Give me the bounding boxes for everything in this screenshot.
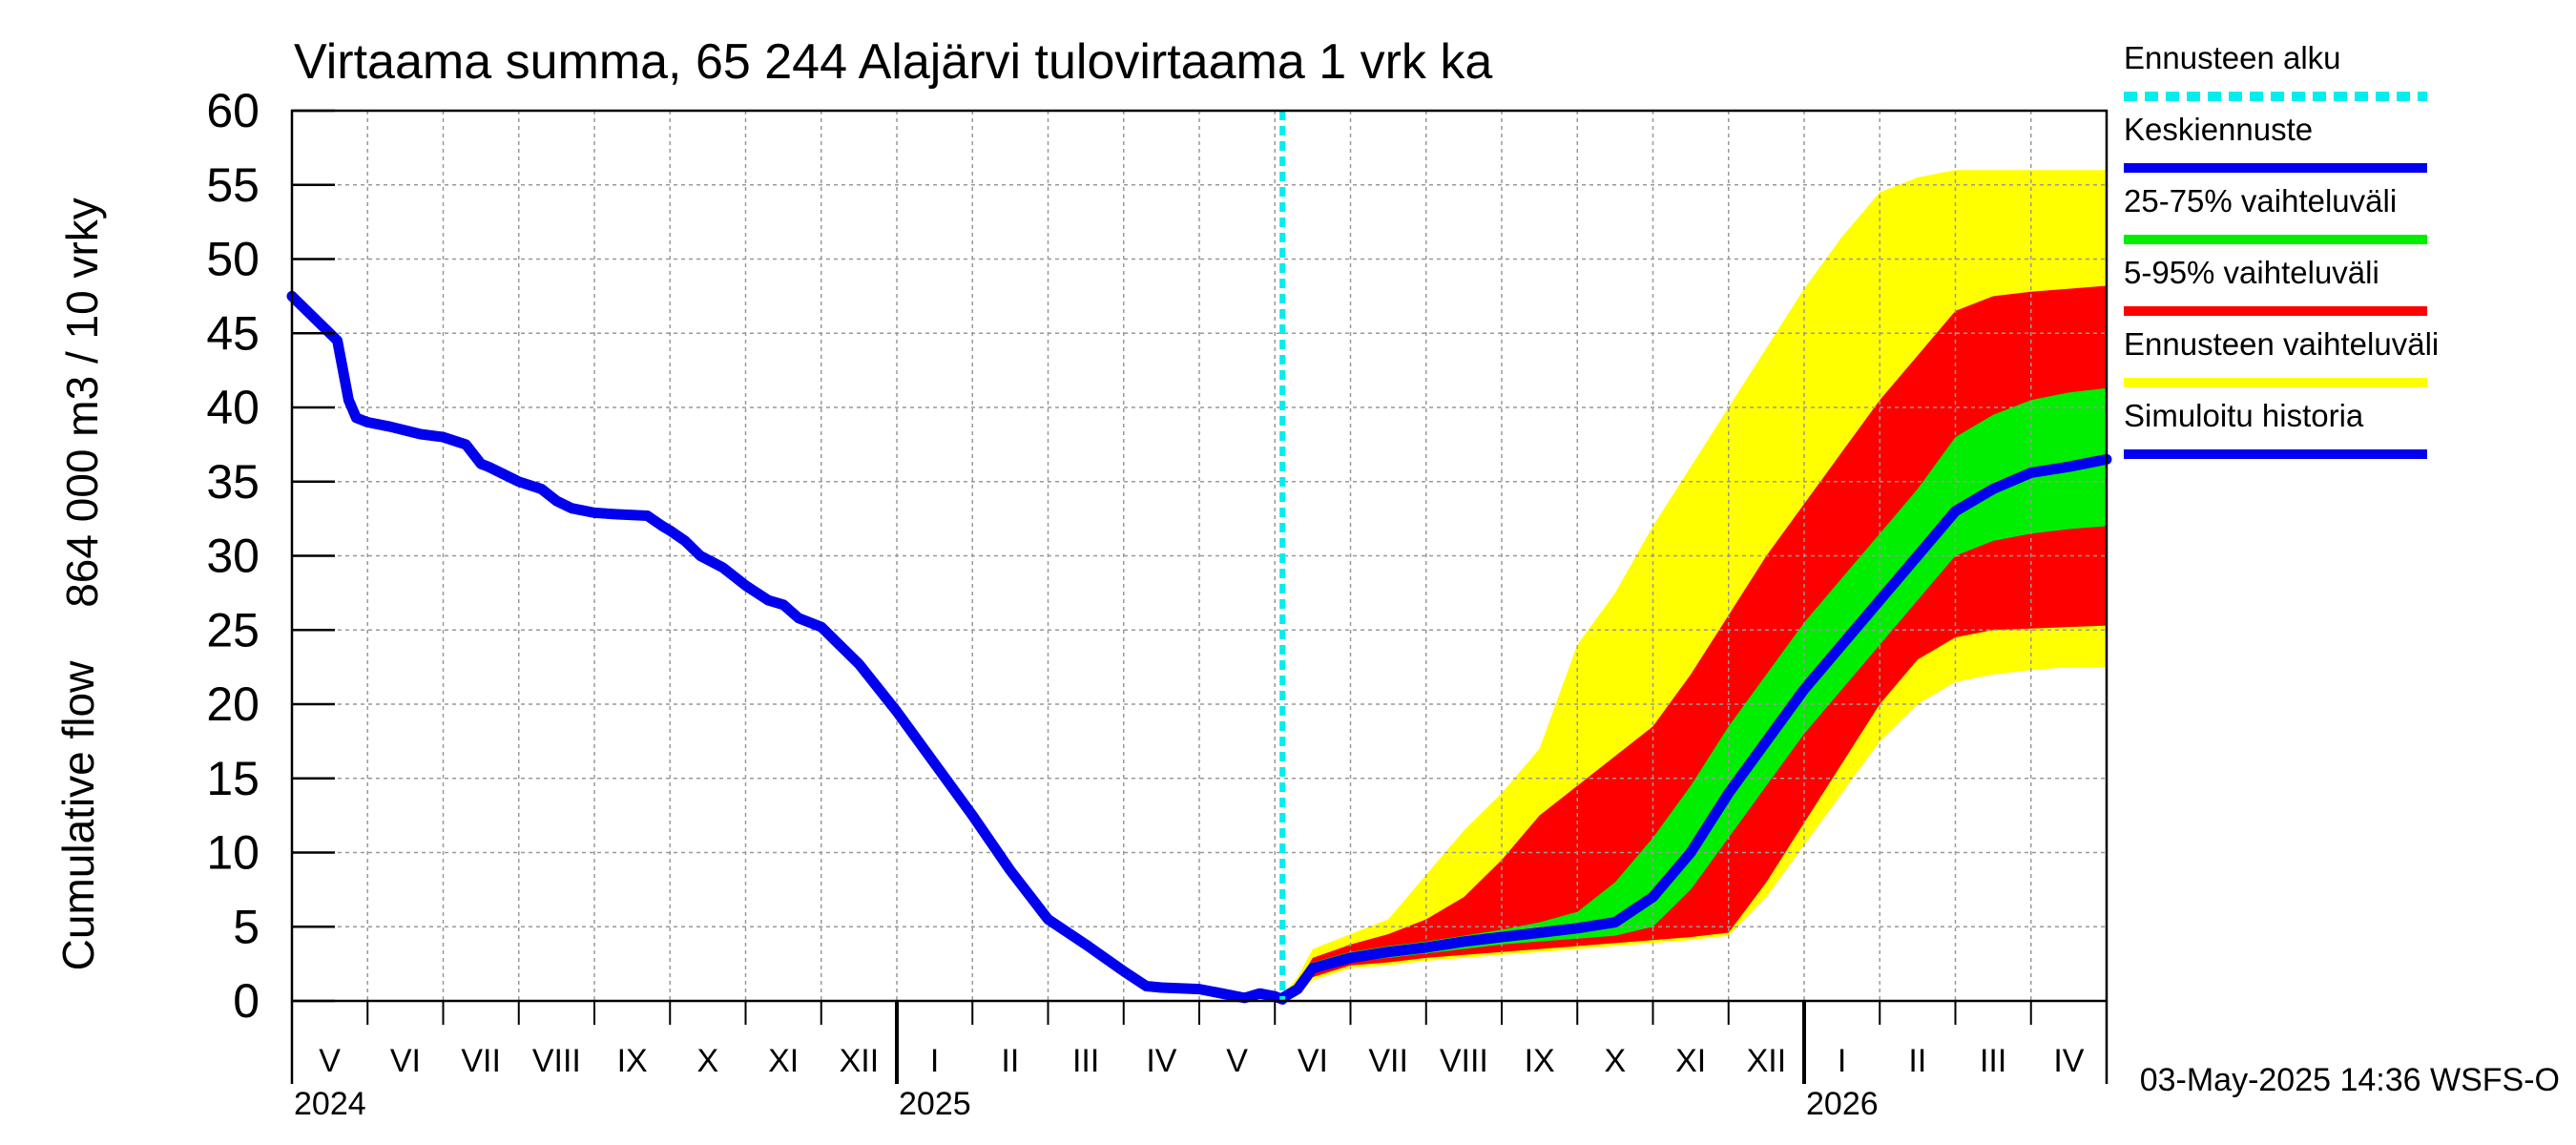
y-tick-label: 60 [206, 84, 260, 137]
month-label: I [930, 1043, 939, 1079]
y-tick-label: 0 [233, 974, 260, 1028]
month-label: XII [1747, 1043, 1787, 1079]
grid-lines [292, 111, 2107, 1001]
year-label: 2025 [899, 1086, 971, 1122]
y-tick-label: 20 [206, 677, 260, 731]
month-label: IV [2053, 1043, 2084, 1079]
legend-label: Keskiennuste [2124, 112, 2313, 147]
legend-label: Simuloitu historia [2124, 398, 2364, 433]
legend-label: Ennusteen alku [2124, 40, 2341, 75]
legend-label: 25-75% vaihteluväli [2124, 183, 2397, 219]
month-label: IV [1146, 1043, 1176, 1079]
month-label: IX [1525, 1043, 1555, 1079]
month-label: II [1001, 1043, 1019, 1079]
y-tick-label: 15 [206, 752, 260, 805]
month-label: VIII [1440, 1043, 1488, 1079]
year-label: 2024 [294, 1086, 366, 1122]
y-tick-label: 55 [206, 158, 260, 212]
month-label: X [697, 1043, 719, 1079]
band-5-95 [1282, 285, 2107, 1000]
month-label: XII [840, 1043, 880, 1079]
month-label: VII [1368, 1043, 1408, 1079]
month-label: VII [461, 1043, 501, 1079]
month-label: VI [390, 1043, 421, 1079]
y-tick-label: 35 [206, 455, 260, 509]
y-tick-label: 5 [233, 900, 260, 953]
month-label: III [1072, 1043, 1099, 1079]
legend-label: 5-95% vaihteluväli [2124, 255, 2379, 290]
band-25-75 [1282, 387, 2107, 998]
month-label: III [1980, 1043, 2006, 1079]
legend-label: Ennusteen vaihteluväli [2124, 326, 2439, 362]
forecast-bands [1282, 170, 2107, 1000]
timestamp: 03-May-2025 14:36 WSFS-O [2140, 1062, 2560, 1098]
month-label: II [1908, 1043, 1926, 1079]
month-label: I [1838, 1043, 1846, 1079]
month-label: XI [1675, 1043, 1706, 1079]
y-axis-label-units: 864 000 m3 / 10 vrky [57, 198, 107, 608]
simulated-history-line [286, 290, 1288, 1005]
y-tick-label: 30 [206, 530, 260, 583]
month-label: V [1226, 1043, 1248, 1079]
y-axis-label-title: Cumulative flow [53, 660, 103, 970]
chart-title: Virtaama summa, 65 244 Alajärvi tulovirt… [294, 34, 1492, 90]
month-label: X [1605, 1043, 1627, 1079]
month-label: IX [617, 1043, 648, 1079]
flow-lines [286, 111, 2112, 1005]
y-tick-label: 25 [206, 603, 260, 656]
y-tick-label: 45 [206, 306, 260, 360]
y-tick-label: 50 [206, 233, 260, 286]
month-label: V [319, 1043, 341, 1079]
year-label: 2026 [1806, 1086, 1879, 1122]
legend: Ennusteen alku Keskiennuste 25-75% vaihtel… [2124, 40, 2439, 459]
y-tick-label: 40 [206, 381, 260, 434]
month-label: XI [768, 1043, 799, 1079]
month-label: VI [1298, 1043, 1328, 1079]
median-forecast-line [1277, 453, 2112, 1004]
month-label: VIII [532, 1043, 581, 1079]
y-tick-label: 10 [206, 826, 260, 880]
